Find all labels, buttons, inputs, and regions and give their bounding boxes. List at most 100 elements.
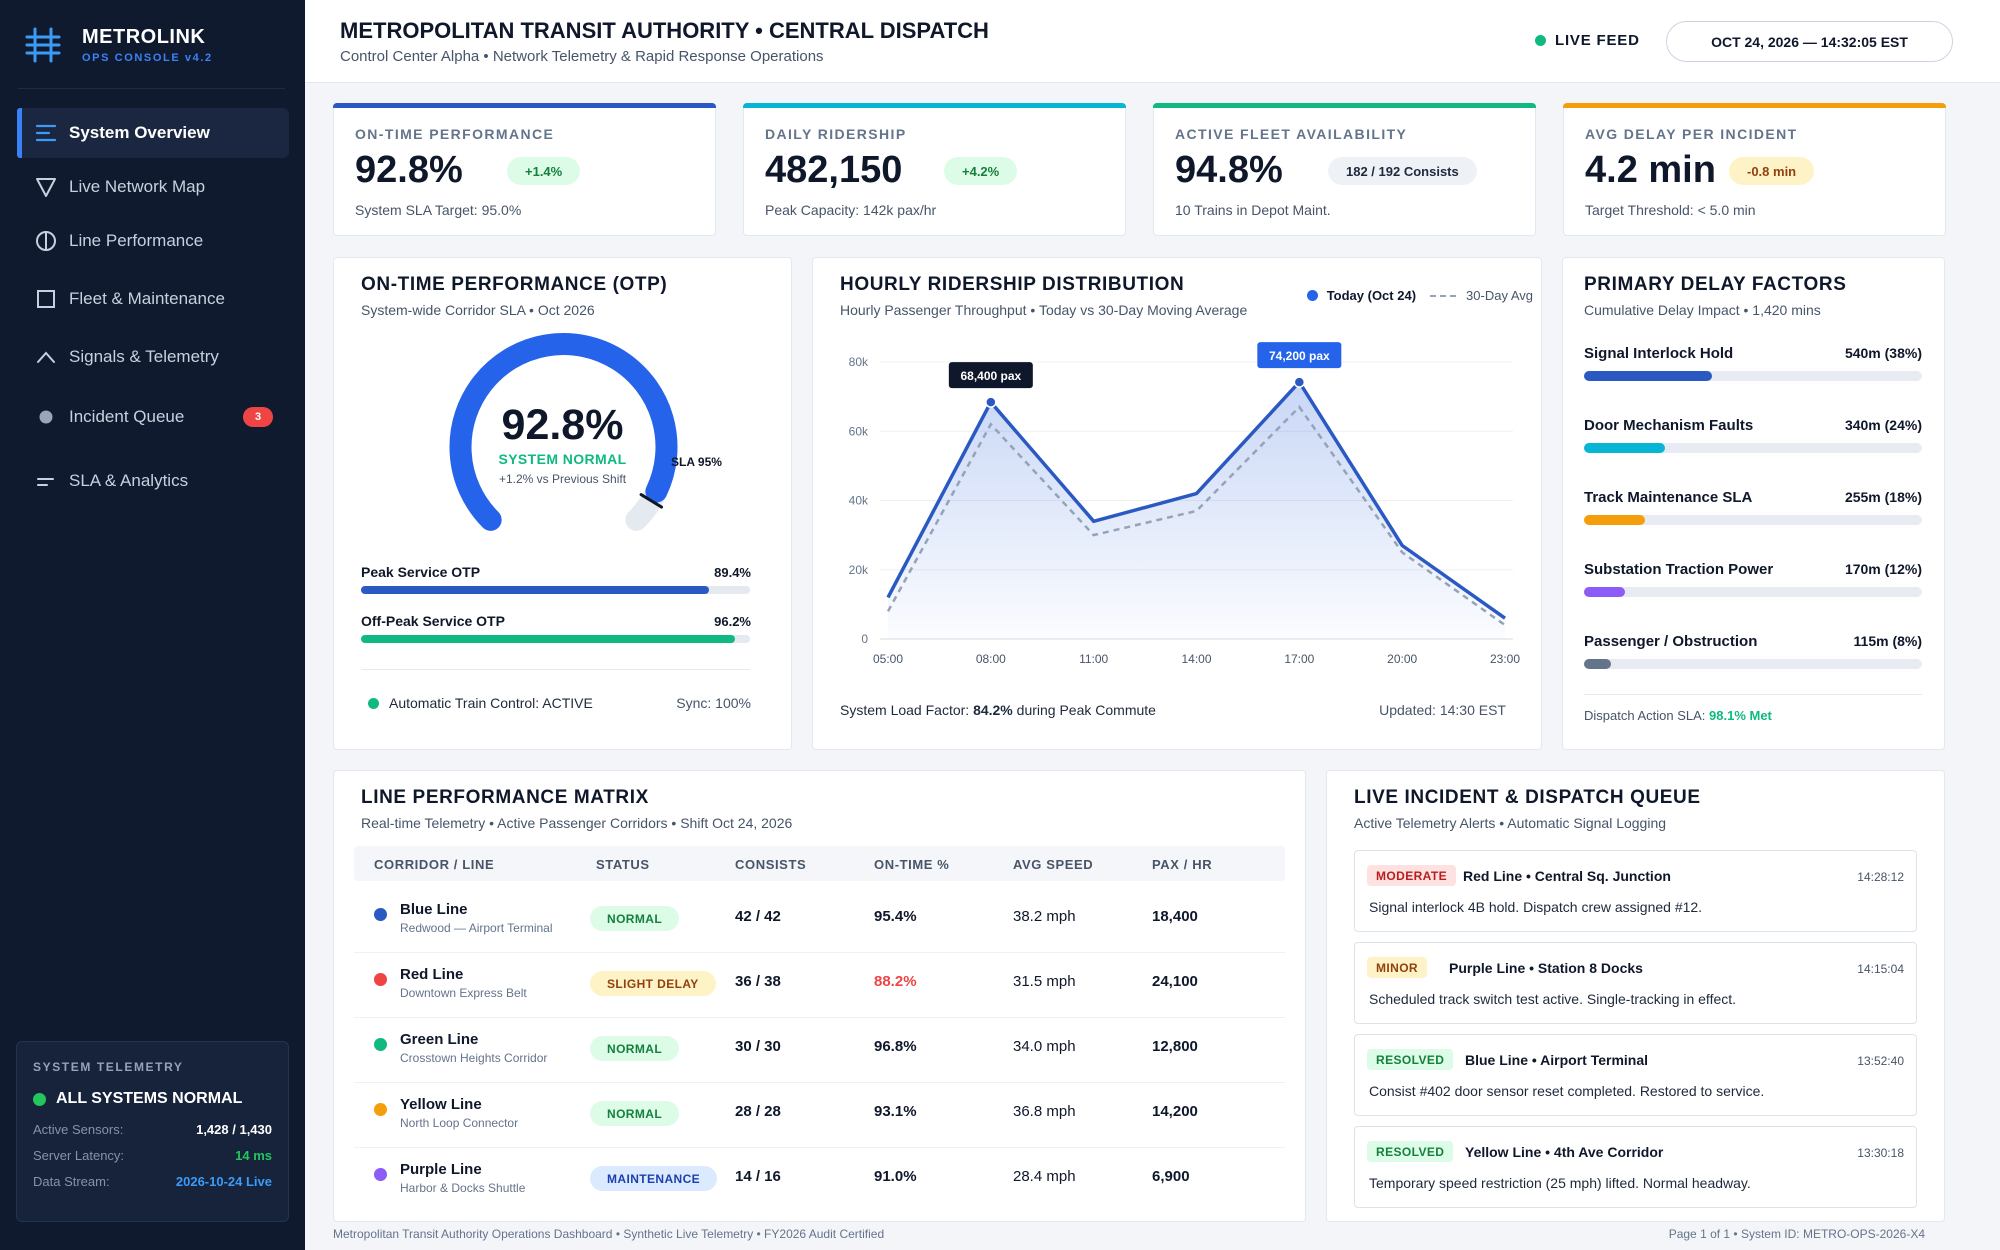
kpi-card[interactable]: ON-TIME PERFORMANCE 92.8% +1.4% System SLA … — [333, 103, 716, 236]
delay-factor-value: 255m (18%) — [1844, 489, 1922, 505]
kpi-card[interactable]: AVG DELAY PER INCIDENT 4.2 min -0.8 min Tar… — [1563, 103, 1946, 236]
sidebar-item-line-performance[interactable]: Line Performance — [17, 216, 289, 266]
status-badge: MAINTENANCE — [590, 1166, 718, 1191]
otp-cell: 96.8% — [874, 1038, 917, 1055]
line-route: North Loop Connector — [400, 1116, 519, 1130]
kpi-value: 4.2 min — [1585, 149, 1716, 191]
incident-description: Signal interlock 4B hold. Dispatch crew … — [1369, 899, 1703, 915]
otp-panel: ON-TIME PERFORMANCE (OTP) System-wide Co… — [333, 257, 792, 750]
table-row[interactable]: Yellow Line North Loop Connector NORMAL 28 … — [354, 1083, 1285, 1148]
incident-card[interactable]: RESOLVED Yellow Line • 4th Ave Corridor 13… — [1354, 1126, 1917, 1208]
brand[interactable]: METROLINK OPS CONSOLE v4.2 — [24, 26, 213, 64]
status-badge: NORMAL — [590, 1101, 680, 1126]
sidebar-item-signals-telemetry[interactable]: Signals & Telemetry — [17, 332, 289, 382]
sync-status: Sync: 100% — [676, 695, 751, 711]
y-tick-label: 40k — [849, 494, 869, 508]
sidebar-item-incident-queue[interactable]: Incident Queue 3 — [17, 388, 289, 446]
telemetry-row: Active Sensors: 1,428 / 1,430 — [33, 1122, 272, 1137]
atc-status: Automatic Train Control: ACTIVE — [368, 695, 593, 711]
speed-cell: 31.5 mph — [1013, 973, 1076, 990]
sla-marker — [639, 493, 664, 509]
table-row[interactable]: Purple Line Harbor & Docks Shuttle MAINTEN… — [354, 1148, 1285, 1213]
incident-card[interactable]: RESOLVED Blue Line • Airport Terminal 13:5… — [1354, 1034, 1917, 1116]
sidebar-item-label: Fleet & Maintenance — [69, 289, 225, 308]
kpi-accent-bar — [1153, 103, 1536, 108]
peak-point[interactable] — [1293, 376, 1306, 388]
sidebar-item-system-overview[interactable]: System Overview — [17, 108, 289, 158]
legend-avg: 30-Day Avg — [1466, 288, 1533, 303]
delay-factor-fill — [1584, 443, 1666, 453]
incident-title: Red Line • Central Sq. Junction — [1463, 868, 1671, 884]
panel-subtitle: System-wide Corridor SLA • Oct 2026 — [361, 302, 595, 318]
table-row[interactable]: Blue Line Redwood — Airport Terminal NORMA… — [354, 888, 1285, 953]
severity-badge: MODERATE — [1367, 865, 1456, 886]
telemetry-status: ALL SYSTEMS NORMAL — [33, 1090, 272, 1108]
kpi-card[interactable]: DAILY RIDERSHIP 482,150 +4.2% Peak Capacity… — [743, 103, 1126, 236]
telemetry-value: 2026-10-24 Live — [175, 1174, 272, 1189]
sidebar-item-live-network-map[interactable]: Live Network Map — [17, 162, 289, 212]
incident-description: Consist #402 door sensor reset completed… — [1369, 1083, 1765, 1099]
dispatch-sla-value: 98.1% Met — [1709, 708, 1772, 723]
column-header[interactable]: AVG SPEED — [1013, 857, 1094, 872]
otp-cell: 95.4% — [874, 908, 917, 925]
column-header[interactable]: ON-TIME % — [874, 857, 950, 872]
chevron-up-icon — [37, 351, 55, 363]
column-header[interactable]: CONSISTS — [735, 857, 807, 872]
incident-card[interactable]: MINOR Purple Line • Station 8 Docks 14:15:… — [1354, 942, 1917, 1024]
peak-otp-value: 89.4% — [714, 565, 751, 580]
panel-subtitle: Hourly Passenger Throughput • Today vs 3… — [840, 302, 1248, 318]
gauge-delta: +1.2% vs Previous Shift — [498, 472, 627, 486]
table-row[interactable]: Red Line Downtown Express Belt SLIGHT DELA… — [354, 953, 1285, 1018]
column-header[interactable]: CORRIDOR / LINE — [374, 857, 495, 872]
kpi-card[interactable]: ACTIVE FLEET AVAILABILITY 94.8% 182 / 192 … — [1153, 103, 1536, 236]
incident-description: Temporary speed restriction (25 mph) lif… — [1369, 1175, 1751, 1191]
delay-factor-name: Track Maintenance SLA — [1584, 489, 1753, 506]
chart-updated: Updated: 14:30 EST — [1379, 702, 1506, 718]
live-feed-indicator[interactable]: LIVE FEED — [1535, 32, 1640, 49]
status-dot-icon — [368, 697, 379, 709]
load-factor-value: 84.2% — [973, 702, 1013, 718]
delay-factor-bar — [1584, 443, 1922, 453]
legend-dot-icon — [1306, 290, 1318, 301]
delay-factor-value: 170m (12%) — [1844, 561, 1922, 577]
square-icon — [37, 290, 55, 308]
legend-dash-icon — [1430, 294, 1457, 297]
incident-card[interactable]: MODERATE Red Line • Central Sq. Junction 1… — [1354, 850, 1917, 932]
incident-description: Scheduled track switch test active. Sing… — [1369, 991, 1737, 1007]
sidebar-item-sla-analytics[interactable]: SLA & Analytics — [17, 456, 289, 506]
kpi-footnote: Target Threshold: < 5.0 min — [1585, 202, 1756, 218]
menu-lines-icon — [35, 124, 57, 142]
dispatch-sla: Dispatch Action SLA: 98.1% Met — [1584, 708, 1772, 723]
column-header[interactable]: STATUS — [596, 857, 650, 872]
line-route: Redwood — Airport Terminal — [400, 921, 553, 935]
live-dot-icon — [1535, 35, 1546, 46]
delay-factors-panel: PRIMARY DELAY FACTORS Cumulative Delay I… — [1562, 257, 1945, 750]
delay-factor-bar — [1584, 659, 1922, 669]
peak-point[interactable] — [985, 396, 997, 408]
offpeak-otp-progress — [361, 635, 750, 643]
line-color-dot-icon — [374, 973, 387, 986]
delay-factor-value: 115m (8%) — [1853, 633, 1922, 649]
y-tick-label: 0 — [861, 632, 868, 646]
column-header[interactable]: PAX / HR — [1152, 857, 1213, 872]
sidebar-item-label: System Overview — [69, 123, 210, 142]
telemetry-status-text: ALL SYSTEMS NORMAL — [56, 1090, 243, 1107]
consists-cell: 14 / 16 — [735, 1168, 781, 1185]
speed-cell: 36.8 mph — [1013, 1103, 1076, 1120]
consists-cell: 30 / 30 — [735, 1038, 781, 1055]
dot-icon — [39, 410, 53, 424]
telemetry-heading: SYSTEM TELEMETRY — [33, 1060, 184, 1074]
ridership-panel: HOURLY RIDERSHIP DISTRIBUTION Hourly Pas… — [812, 257, 1542, 750]
sidebar-item-label: Incident Queue — [69, 407, 185, 426]
y-tick-label: 20k — [849, 563, 869, 577]
sidebar-item-fleet-maintenance[interactable]: Fleet & Maintenance — [17, 270, 289, 328]
delay-factor-fill — [1584, 587, 1625, 597]
kpi-value: 482,150 — [765, 149, 903, 191]
telemetry-key: Server Latency: — [33, 1148, 125, 1163]
line-color-dot-icon — [374, 1103, 387, 1116]
progress-fill — [361, 586, 709, 594]
table-row[interactable]: Green Line Crosstown Heights Corridor NORM… — [354, 1018, 1285, 1083]
progress-fill — [361, 635, 736, 643]
peak-callout — [948, 362, 1033, 389]
line-name: Yellow Line — [400, 1096, 482, 1113]
